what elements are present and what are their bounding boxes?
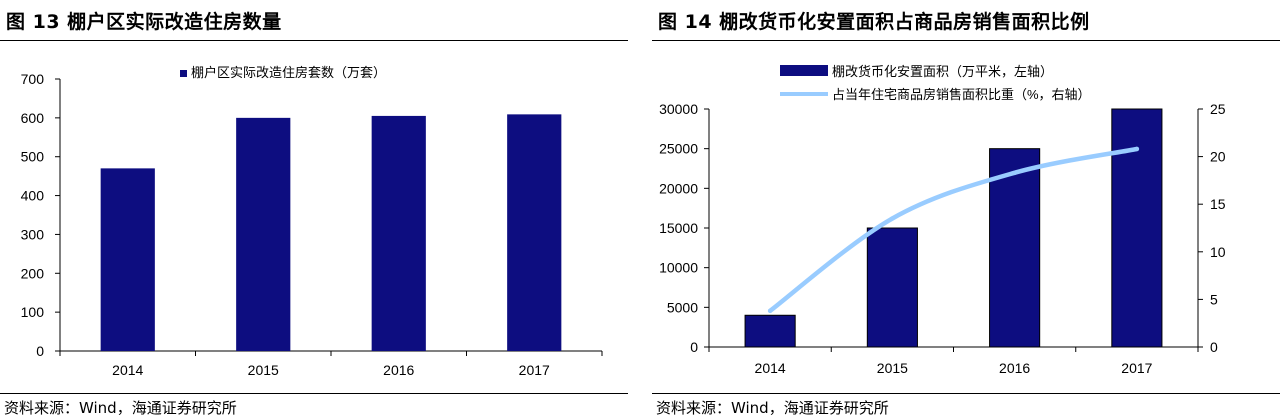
x-tick-label: 2015 <box>248 362 279 378</box>
point-share-2014 <box>767 308 773 314</box>
y-left-tick-label: 5000 <box>667 299 698 315</box>
bar-area-2016 <box>989 148 1041 348</box>
y-left-tick-label: 20000 <box>659 180 698 196</box>
y-tick-label: 500 <box>21 149 45 165</box>
figure-13-legend: 棚户区实际改造住房套数（万套） <box>180 65 386 80</box>
bar-area-2017 <box>1111 108 1163 348</box>
figure-14-title: 图 14 棚改货币化安置面积占商品房销售面积比例 <box>658 11 1090 33</box>
legend-label-share: 占当年住宅商品房销售面积比重（%，右轴） <box>832 87 1091 102</box>
y-right-tick-label: 25 <box>1210 101 1226 117</box>
x-tick-label: 2016 <box>383 362 414 378</box>
figure-13-bars <box>100 114 562 352</box>
figure-14-source: 资料来源：Wind，海通证券研究所 <box>656 399 889 417</box>
figure-14-legend: 棚改货币化安置面积（万平米，左轴） 占当年住宅商品房销售面积比重（%，右轴） <box>780 64 1091 102</box>
figure-14-line <box>767 146 1140 314</box>
bar-units-2014 <box>100 168 155 351</box>
figure-13-title: 图 13 棚户区实际改造住房数量 <box>6 11 282 33</box>
bar-area-2015 <box>866 227 918 348</box>
source-rule <box>652 393 1280 394</box>
x-tick-label: 2017 <box>519 362 550 378</box>
x-tick-label: 2016 <box>999 360 1030 376</box>
figure-14-axes: 0 5000 10000 15000 20000 25000 30000 0 5 10 15 20 25… <box>659 101 1226 376</box>
point-share-2017 <box>1134 146 1140 152</box>
figure-14-panel: 图 14 棚改货币化安置面积占商品房销售面积比例 棚改货币化安置面积（万平米，左… <box>652 0 1280 419</box>
y-left-tick-label: 0 <box>690 339 698 355</box>
x-tick-label: 2014 <box>112 362 143 378</box>
y-tick-label: 100 <box>21 304 45 320</box>
figure-14-chart: 棚改货币化安置面积（万平米，左轴） 占当年住宅商品房销售面积比重（%，右轴） 0… <box>659 64 1226 376</box>
legend-label-area: 棚改货币化安置面积（万平米，左轴） <box>832 64 1053 79</box>
point-share-2015 <box>890 216 895 221</box>
y-right-tick-label: 20 <box>1210 149 1226 165</box>
figure-14-bars <box>744 108 1163 348</box>
y-tick-label: 200 <box>21 265 45 281</box>
y-tick-label: 400 <box>21 188 45 204</box>
x-tick-label: 2015 <box>877 360 908 376</box>
legend-swatch-area <box>780 65 828 76</box>
bar-units-2017 <box>507 114 562 351</box>
bar-units-2016 <box>371 115 426 352</box>
y-right-tick-label: 15 <box>1210 196 1226 212</box>
bar-units-2015 <box>236 117 291 351</box>
legend-swatch-units <box>180 70 187 77</box>
y-tick-label: 300 <box>21 226 45 242</box>
x-tick-label: 2014 <box>755 360 786 376</box>
bar-area-2014 <box>744 314 796 348</box>
figure-13-source: 资料来源：Wind，海通证券研究所 <box>4 399 237 417</box>
y-left-tick-label: 15000 <box>659 220 698 236</box>
y-right-tick-label: 5 <box>1210 291 1218 307</box>
figure-13-panel: 图 13 棚户区实际改造住房数量 棚户区实际改造住房套数（万套） 0 100 200… <box>0 0 628 419</box>
y-left-tick-label: 25000 <box>659 141 698 157</box>
y-tick-label: 0 <box>36 343 44 359</box>
title-rule <box>0 40 628 41</box>
y-right-tick-label: 10 <box>1210 244 1226 260</box>
y-right-tick-label: 0 <box>1210 339 1218 355</box>
series-line-share <box>767 146 1140 314</box>
y-left-tick-label: 10000 <box>659 260 698 276</box>
y-tick-label: 700 <box>21 71 45 87</box>
figure-13-axes: 0 100 200 300 400 500 600 700 2014 2015 2016 2017 <box>21 71 603 378</box>
title-rule <box>652 40 1280 41</box>
source-rule <box>0 393 628 394</box>
y-tick-label: 600 <box>21 110 45 126</box>
legend-label-units: 棚户区实际改造住房套数（万套） <box>191 65 386 80</box>
figure-13-chart: 棚户区实际改造住房套数（万套） 0 100 200 300 400 500 600 700 20… <box>21 65 603 378</box>
point-share-2016 <box>1012 170 1017 175</box>
y-left-tick-label: 30000 <box>659 101 698 117</box>
x-tick-label: 2017 <box>1121 360 1152 376</box>
